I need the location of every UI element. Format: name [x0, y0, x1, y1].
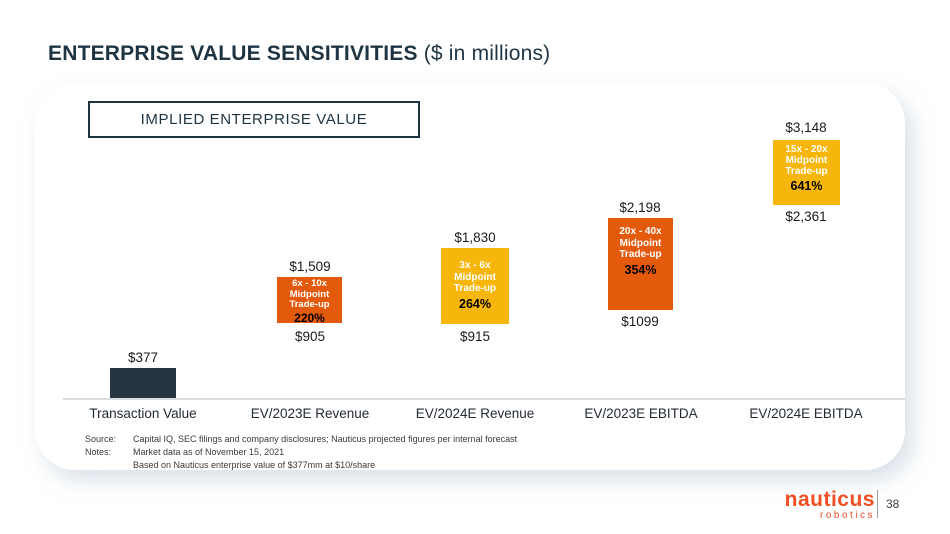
- nauticus-logo-wordmark: nauticus: [784, 488, 875, 511]
- range-tradeup: Trade-up: [785, 166, 828, 177]
- range-box-ev2023-ebitda: 20x - 40x Midpoint Trade-up 354%: [608, 218, 673, 310]
- range-tradeup: Trade-up: [289, 299, 330, 310]
- low-label-ev2024-revenue: $915: [459, 329, 491, 344]
- range-tradeup: Trade-up: [619, 249, 662, 260]
- high-label-ev2024-ebitda: $3,148: [785, 120, 827, 135]
- footer-divider: [877, 490, 878, 518]
- page-number: 38: [886, 497, 900, 511]
- notes-label: Notes:: [85, 447, 112, 457]
- category-label-ev2024-ebitda: EV/2024E EBITDA: [749, 406, 863, 421]
- page-title: ENTERPRISE VALUE SENSITIVITIES ($ in mill…: [48, 42, 550, 66]
- notes-text-1: Market data as of November 15, 2021: [133, 447, 285, 457]
- notes-text-2: Based on Nauticus enterprise value of $3…: [133, 460, 376, 470]
- high-label-ev2023-revenue: $1,509: [289, 259, 331, 274]
- range-multiple: 6x - 10x: [292, 278, 327, 289]
- range-tradeup: Trade-up: [453, 283, 497, 294]
- category-label-ev2023-ebitda: EV/2023E EBITDA: [584, 406, 698, 421]
- footnote-source-row: Source: Capital IQ, SEC filings and comp…: [85, 433, 517, 446]
- low-label-ev2024-ebitda: $2,361: [785, 209, 827, 224]
- tradeup-percent: 220%: [294, 310, 325, 325]
- high-label-ev2024-revenue: $1,830: [454, 230, 496, 245]
- footnote-notes-row-2: Based on Nauticus enterprise value of $3…: [85, 459, 517, 472]
- range-box-ev2024-ebitda: 15x - 20x Midpoint Trade-up 641%: [773, 140, 840, 205]
- nauticus-logo-robotics: robotics: [819, 510, 875, 521]
- bar-transaction-value: [110, 368, 176, 398]
- tradeup-percent: 641%: [790, 179, 823, 193]
- footnote-notes-row-1: Notes: Market data as of November 15, 20…: [85, 446, 517, 459]
- page-title-main: ENTERPRISE VALUE SENSITIVITIES: [48, 42, 418, 65]
- range-box-ev2024-revenue: 3x - 6x Midpoint Trade-up 264%: [441, 248, 509, 324]
- high-label-ev2023-ebitda: $2,198: [619, 200, 661, 215]
- chart-baseline-axis: [63, 398, 905, 400]
- source-text: Capital IQ, SEC filings and company disc…: [133, 434, 518, 444]
- range-midpoint: Midpoint: [289, 288, 330, 300]
- nauticus-logo: nauticus robotics: [784, 488, 875, 521]
- range-multiple: 3x - 6x: [459, 260, 491, 271]
- range-midpoint: Midpoint: [454, 271, 496, 283]
- footnotes: Source: Capital IQ, SEC filings and comp…: [85, 433, 517, 472]
- range-multiple: 20x - 40x: [619, 226, 662, 237]
- range-midpoint: Midpoint: [619, 237, 662, 249]
- tradeup-percent: 354%: [624, 262, 657, 277]
- tradeup-percent: 264%: [459, 296, 491, 311]
- category-label-ev2023-revenue: EV/2023E Revenue: [250, 406, 370, 421]
- source-label: Source:: [85, 434, 117, 444]
- low-label-ev2023-ebitda: $1099: [621, 314, 659, 329]
- range-midpoint: Midpoint: [785, 155, 828, 166]
- page-title-units: ($ in millions): [423, 42, 551, 65]
- value-label-transaction: $377: [127, 350, 159, 365]
- range-box-ev2023-revenue: 6x - 10x Midpoint Trade-up 220%: [277, 277, 342, 325]
- category-label-ev2024-revenue: EV/2024E Revenue: [415, 406, 535, 421]
- category-label-transaction-value: Transaction Value: [89, 406, 197, 421]
- range-multiple: 15x - 20x: [785, 144, 828, 155]
- low-label-ev2023-revenue: $905: [294, 329, 326, 344]
- implied-enterprise-value-banner: IMPLIED ENTERPRISE VALUE: [88, 101, 420, 138]
